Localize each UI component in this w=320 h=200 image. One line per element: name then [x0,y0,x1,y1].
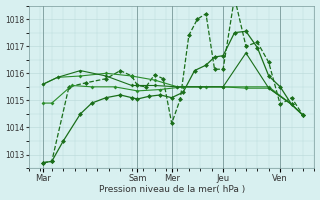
X-axis label: Pression niveau de la mer( hPa ): Pression niveau de la mer( hPa ) [99,185,245,194]
